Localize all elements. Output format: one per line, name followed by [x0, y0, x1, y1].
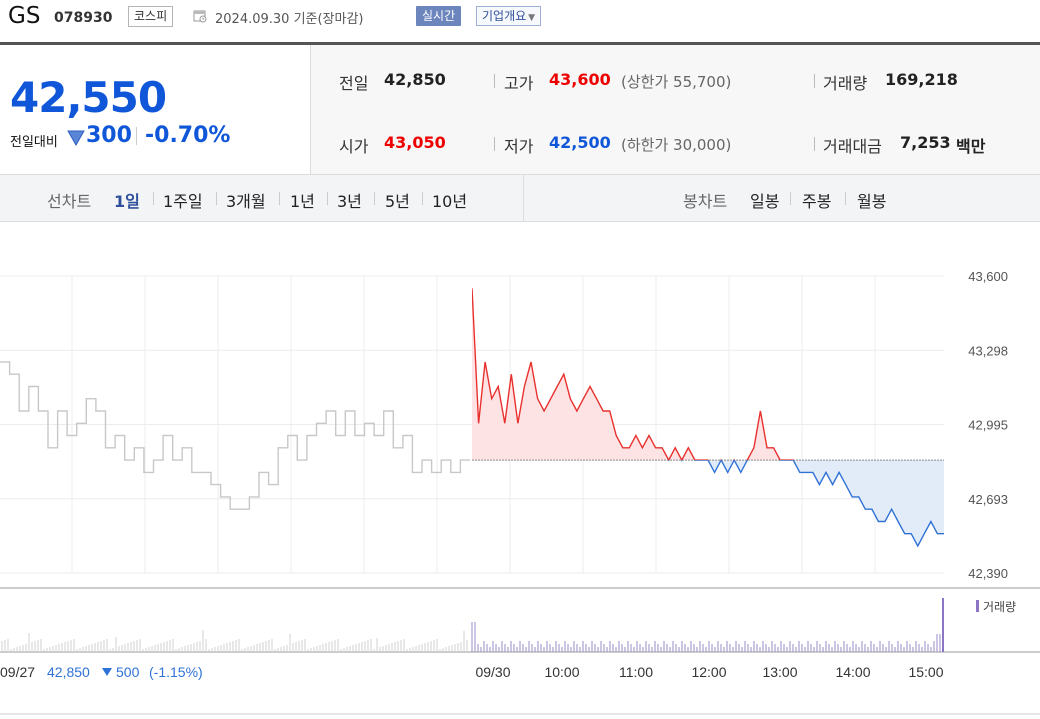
volume-legend-swatch [976, 600, 979, 612]
divider [374, 192, 375, 205]
stock-code: 078930 [54, 10, 113, 26]
series-line-up [472, 288, 794, 461]
quote-panel: 42,550 전일대비 300 -0.70% 전일 42,850 고가 43,6… [0, 42, 1040, 175]
prev-day-down-icon [102, 668, 112, 676]
open-value: 43,050 [384, 133, 446, 152]
series-line-down [667, 460, 944, 548]
current-price: 42,550 [10, 73, 167, 122]
stock-header: GS 078930 코스피 2024.09.30 기준(장마감) 실시간 기업개… [0, 0, 1040, 40]
lower-limit: (하한가 30,000) [621, 136, 732, 154]
change-label: 전일대비 [10, 135, 58, 150]
period-5y[interactable]: 5년 [385, 192, 410, 211]
period-1y[interactable]: 1년 [290, 192, 315, 211]
company-overview-label: 기업개요 [482, 9, 527, 23]
prev-day-change: 500 [116, 664, 140, 680]
y-tick-label: 42,995 [968, 418, 1008, 433]
period-selector: 선차트 1일 1주일 3개월 1년 3년 5년 10년 봉차트 일봉 주봉 월봉 [0, 174, 1040, 222]
price-area: 42,550 전일대비 300 -0.70% [0, 45, 311, 175]
change-amount: 300 [86, 123, 132, 148]
high-label: 고가 [504, 74, 534, 93]
period-3m[interactable]: 3개월 [226, 192, 266, 211]
candle-monthly[interactable]: 월봉 [857, 192, 887, 211]
area-fill-down [472, 460, 944, 546]
series-line-previous-day [0, 361, 470, 510]
line-chart-label: 선차트 [47, 192, 92, 211]
period-1d[interactable]: 1일 [114, 192, 140, 211]
period-1w[interactable]: 1주일 [163, 192, 203, 211]
prev-day-date: 09/27 [0, 664, 35, 680]
area-fill-up [472, 288, 781, 461]
y-tick-label: 43,600 [968, 269, 1008, 284]
stock-name: GS [8, 3, 41, 29]
upper-limit: (상한가 55,700) [621, 73, 732, 91]
prev-day-percent: (-1.15%) [149, 664, 203, 680]
company-overview-button[interactable]: 기업개요 ▼ [476, 6, 542, 26]
price-chart-svg: 43,600 43,298 42,995 42,693 42,390 거래량 09/30 10… [0, 269, 1040, 715]
divider [494, 137, 495, 151]
x-tick-label: 12:00 [691, 664, 726, 680]
volume-legend-label: 거래량 [983, 600, 1016, 614]
down-triangle-icon [67, 130, 85, 146]
divider [153, 192, 154, 205]
low-label: 저가 [504, 137, 534, 156]
x-tick-label: 14:00 [835, 664, 870, 680]
market-badge: 코스피 [128, 6, 174, 27]
amount-unit: 백만 [956, 137, 986, 156]
prev-close-value: 42,850 [384, 70, 446, 89]
candle-weekly[interactable]: 주봉 [802, 192, 832, 211]
base-date: 2024.09.30 기준(장마감) [215, 12, 364, 27]
price-chart: 43,600 43,298 42,995 42,693 42,390 거래량 09/30 10… [0, 221, 1040, 715]
y-tick-label: 43,298 [968, 343, 1008, 358]
open-label: 시가 [339, 137, 369, 156]
calendar-icon [193, 10, 207, 23]
divider [422, 192, 423, 205]
amount-value: 7,253 [900, 133, 951, 152]
candle-chart-label: 봉차트 [683, 192, 728, 211]
high-value: 43,600 [549, 70, 611, 89]
divider [814, 137, 815, 151]
divider [279, 192, 280, 205]
amount-label: 거래대금 [823, 137, 882, 156]
change-percent: -0.70% [145, 123, 231, 148]
x-tick-label: 13:00 [762, 664, 797, 680]
divider [814, 74, 815, 88]
realtime-button[interactable]: 실시간 [416, 6, 462, 26]
divider [494, 74, 495, 88]
divider [845, 192, 846, 205]
quote-details: 전일 42,850 고가 43,600 (상한가 55,700) 거래량 169… [311, 45, 1040, 175]
x-tick-label: 09/30 [475, 664, 510, 680]
period-3y[interactable]: 3년 [337, 192, 362, 211]
divider [327, 192, 328, 205]
x-tick-label: 11:00 [619, 664, 653, 680]
prev-close-label: 전일 [339, 74, 369, 93]
divider [790, 192, 791, 205]
volume-label: 거래량 [823, 74, 868, 93]
x-tick-label: 15:00 [908, 664, 943, 680]
change-divider [136, 127, 137, 145]
low-value: 42,500 [549, 133, 611, 152]
prev-day-price: 42,850 [47, 664, 90, 680]
candle-daily[interactable]: 일봉 [750, 192, 780, 211]
volume-value: 169,218 [885, 70, 958, 89]
y-tick-label: 42,390 [968, 566, 1008, 581]
divider [523, 175, 524, 221]
period-10y[interactable]: 10년 [432, 192, 468, 211]
y-tick-label: 42,693 [968, 492, 1008, 507]
x-tick-label: 10:00 [544, 664, 579, 680]
divider [216, 192, 217, 205]
caret-down-icon: ▼ [528, 13, 536, 23]
